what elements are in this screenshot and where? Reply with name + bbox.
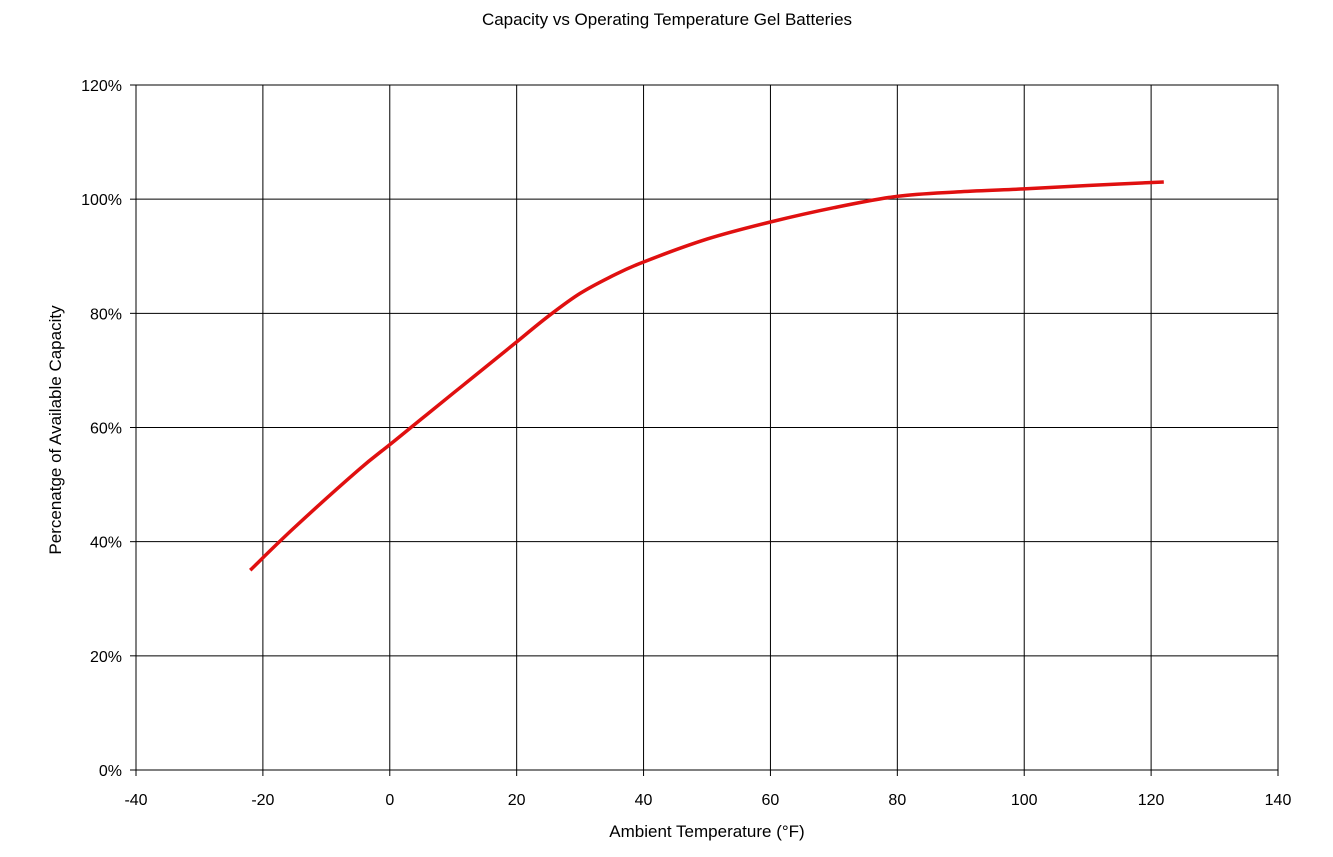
x-tick-label: 140	[1265, 792, 1292, 809]
y-tick-label: 120%	[81, 78, 122, 95]
grid	[136, 85, 1278, 770]
y-axis-ticks: 0% 20% 40% 60% 80% 100% 120%	[81, 78, 136, 780]
y-tick-label: 80%	[90, 306, 122, 323]
y-tick-label: 40%	[90, 535, 122, 552]
x-tick-label: 80	[888, 792, 906, 809]
x-tick-label: -20	[251, 792, 274, 809]
x-tick-label: 20	[508, 792, 526, 809]
series-layer	[248, 180, 1164, 572]
x-tick-label: -40	[124, 792, 147, 809]
x-tick-label: 0	[385, 792, 394, 809]
x-tick-label: 120	[1138, 792, 1165, 809]
x-axis-label: Ambient Temperature (°F)	[609, 822, 804, 841]
y-tick-label: 60%	[90, 421, 122, 438]
y-axis-label: Percenatge of Available Capacity	[46, 305, 65, 555]
chart-title: Capacity vs Operating Temperature Gel Ba…	[482, 10, 852, 29]
y-tick-label: 100%	[81, 192, 122, 209]
y-tick-label: 0%	[99, 763, 122, 780]
x-tick-label: 100	[1011, 792, 1038, 809]
x-tick-label: 40	[635, 792, 653, 809]
series-line	[248, 180, 1164, 572]
x-tick-label: 60	[762, 792, 780, 809]
y-tick-label: 20%	[90, 649, 122, 666]
x-axis-ticks: -40 -20 0 20 40 60 80 100 120 140	[124, 770, 1291, 809]
